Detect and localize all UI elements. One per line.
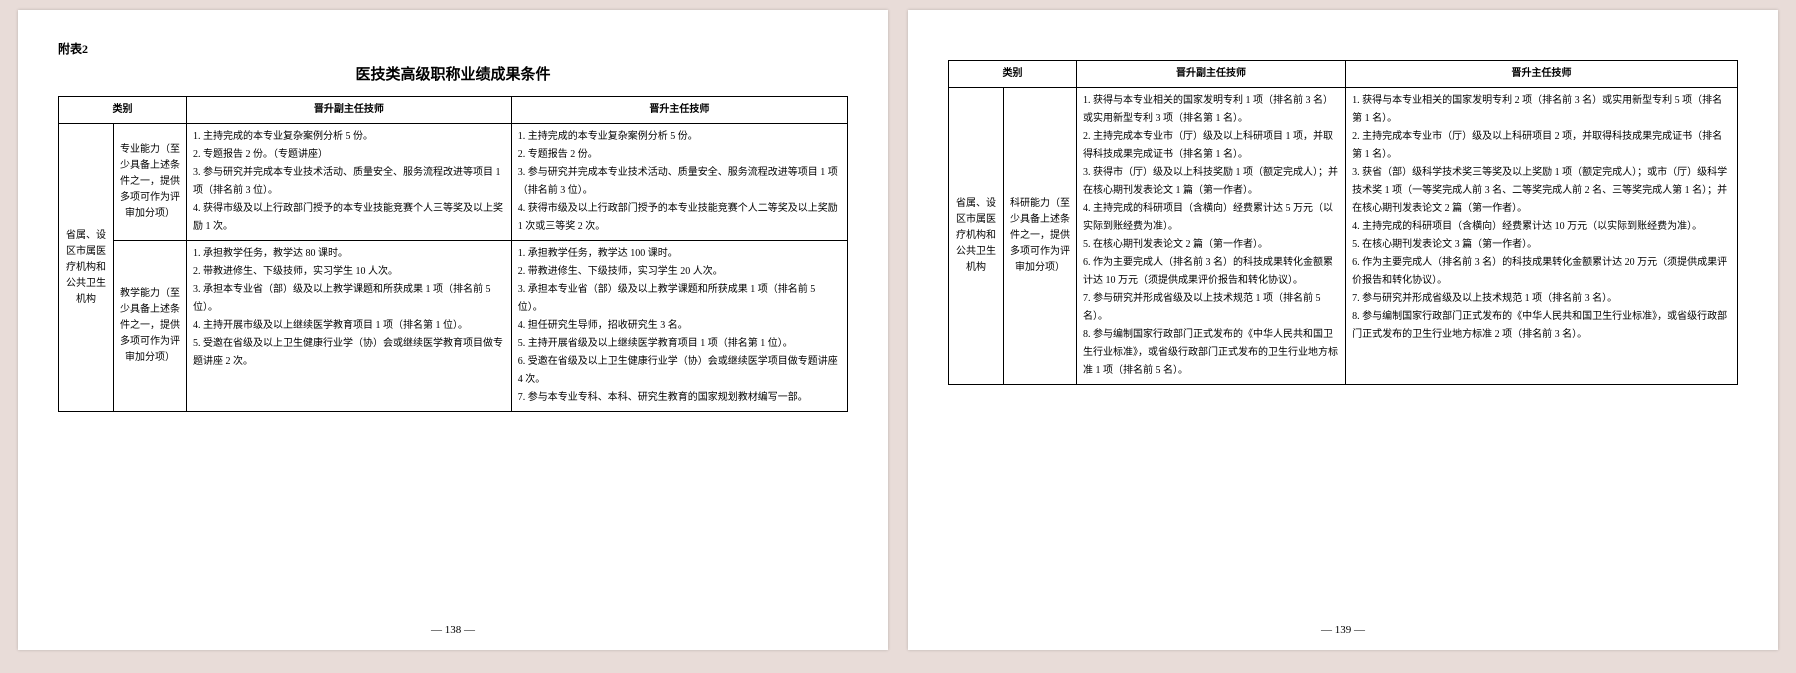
page-number: — 139 — xyxy=(908,624,1778,636)
header-col-b: 晋升主任技师 xyxy=(511,97,847,124)
criteria-table-right: 类别 晋升副主任技师 晋升主任技师 省属、设区市属医疗机构和公共卫生机构 科研能… xyxy=(948,60,1738,385)
table-row: 省属、设区市属医疗机构和公共卫生机构 科研能力（至少具备上述条件之一，提供多项可… xyxy=(949,88,1738,385)
cell-a: 1. 主持完成的本专业复杂案例分析 5 份。2. 专题报告 2 份。（专题讲座）… xyxy=(187,124,512,241)
cell-b: 1. 主持完成的本专业复杂案例分析 5 份。2. 专题报告 2 份。3. 参与研… xyxy=(511,124,847,241)
header-category: 类别 xyxy=(59,97,187,124)
cell-b: 1. 获得与本专业相关的国家发明专利 2 项（排名前 3 名）或实用新型专利 5… xyxy=(1346,88,1738,385)
table-header-row: 类别 晋升副主任技师 晋升主任技师 xyxy=(949,61,1738,88)
cell-a: 1. 承担教学任务，教学达 80 课时。2. 带教进修生、下级技师，实习学生 1… xyxy=(187,241,512,412)
page-left: 附表2 医技类高级职称业绩成果条件 类别 晋升副主任技师 晋升主任技师 省属、设… xyxy=(18,10,888,650)
appendix-label: 附表2 xyxy=(58,40,848,57)
page-title: 医技类高级职称业绩成果条件 xyxy=(58,63,848,84)
sublabel: 专业能力（至少具备上述条件之一，提供多项可作为评审加分项） xyxy=(114,124,187,241)
header-category: 类别 xyxy=(949,61,1077,88)
table-row: 省属、设区市属医疗机构和公共卫生机构 专业能力（至少具备上述条件之一，提供多项可… xyxy=(59,124,848,241)
page-right: 类别 晋升副主任技师 晋升主任技师 省属、设区市属医疗机构和公共卫生机构 科研能… xyxy=(908,10,1778,650)
page-number: — 138 — xyxy=(18,624,888,636)
sublabel: 科研能力（至少具备上述条件之一，提供多项可作为评审加分项） xyxy=(1004,88,1077,385)
header-col-b: 晋升主任技师 xyxy=(1346,61,1738,88)
table-row: 教学能力（至少具备上述条件之一，提供多项可作为评审加分项） 1. 承担教学任务，… xyxy=(59,241,848,412)
cell-a: 1. 获得与本专业相关的国家发明专利 1 项（排名前 3 名）或实用新型专利 3… xyxy=(1077,88,1346,385)
page-spread: 附表2 医技类高级职称业绩成果条件 类别 晋升副主任技师 晋升主任技师 省属、设… xyxy=(0,0,1796,660)
table-header-row: 类别 晋升副主任技师 晋升主任技师 xyxy=(59,97,848,124)
criteria-table-left: 类别 晋升副主任技师 晋升主任技师 省属、设区市属医疗机构和公共卫生机构 专业能… xyxy=(58,96,848,412)
rowgroup-label: 省属、设区市属医疗机构和公共卫生机构 xyxy=(59,124,114,412)
rowgroup-label: 省属、设区市属医疗机构和公共卫生机构 xyxy=(949,88,1004,385)
header-col-a: 晋升副主任技师 xyxy=(1077,61,1346,88)
sublabel: 教学能力（至少具备上述条件之一，提供多项可作为评审加分项） xyxy=(114,241,187,412)
header-col-a: 晋升副主任技师 xyxy=(187,97,512,124)
cell-b: 1. 承担教学任务，教学达 100 课时。2. 带教进修生、下级技师，实习学生 … xyxy=(511,241,847,412)
